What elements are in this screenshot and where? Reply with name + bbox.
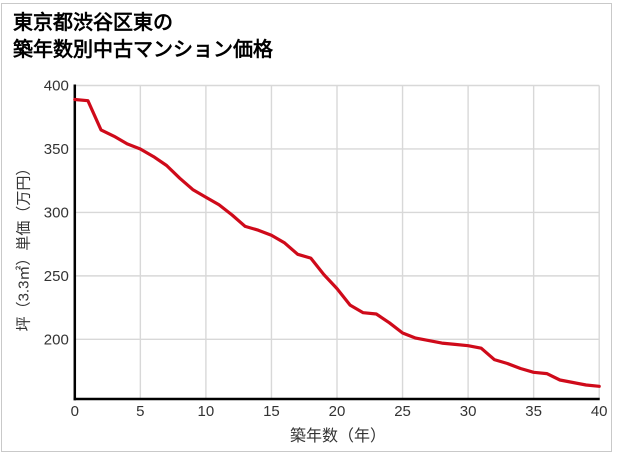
x-tick-label: 25 xyxy=(394,403,411,420)
x-tick-label: 20 xyxy=(329,403,346,420)
x-tick-label: 5 xyxy=(136,403,144,420)
x-tick-label: 35 xyxy=(525,403,542,420)
price-line xyxy=(73,97,601,388)
chart-title: 東京都渋谷区東の 築年数別中古マンション価格 xyxy=(13,10,273,64)
x-tick-label: 15 xyxy=(263,403,280,420)
chart-title-line2: 築年数別中古マンション価格 xyxy=(13,39,273,61)
chart-canvas: 400 350 300 250 200 0 5 10 15 20 25 30 35 40 xyxy=(44,78,608,421)
y-tick-label: 350 xyxy=(44,141,69,158)
x-tick-label: 40 xyxy=(591,403,608,420)
x-axis-label: 築年数（年） xyxy=(289,428,387,445)
tick-labels: 400 350 300 250 200 0 5 10 15 20 25 30 35 40 xyxy=(44,78,608,421)
x-tick-label: 30 xyxy=(460,403,477,420)
chart-widget: 東京都渋谷区東の 築年数別中古マンション価格 400 350 300 250 200 0 5… xyxy=(1,3,612,452)
y-tick-label: 200 xyxy=(44,331,69,348)
y-tick-label: 300 xyxy=(44,204,69,221)
gridlines xyxy=(74,84,600,399)
y-tick-label: 400 xyxy=(44,78,69,95)
x-tick-label: 0 xyxy=(71,403,79,420)
axes xyxy=(73,84,600,401)
y-axis-label: 坪（3.3㎡）単価（万円） xyxy=(15,160,33,332)
y-tick-label: 250 xyxy=(44,268,69,285)
x-tick-label: 10 xyxy=(198,403,215,420)
chart-title-line1: 東京都渋谷区東の xyxy=(13,12,173,34)
